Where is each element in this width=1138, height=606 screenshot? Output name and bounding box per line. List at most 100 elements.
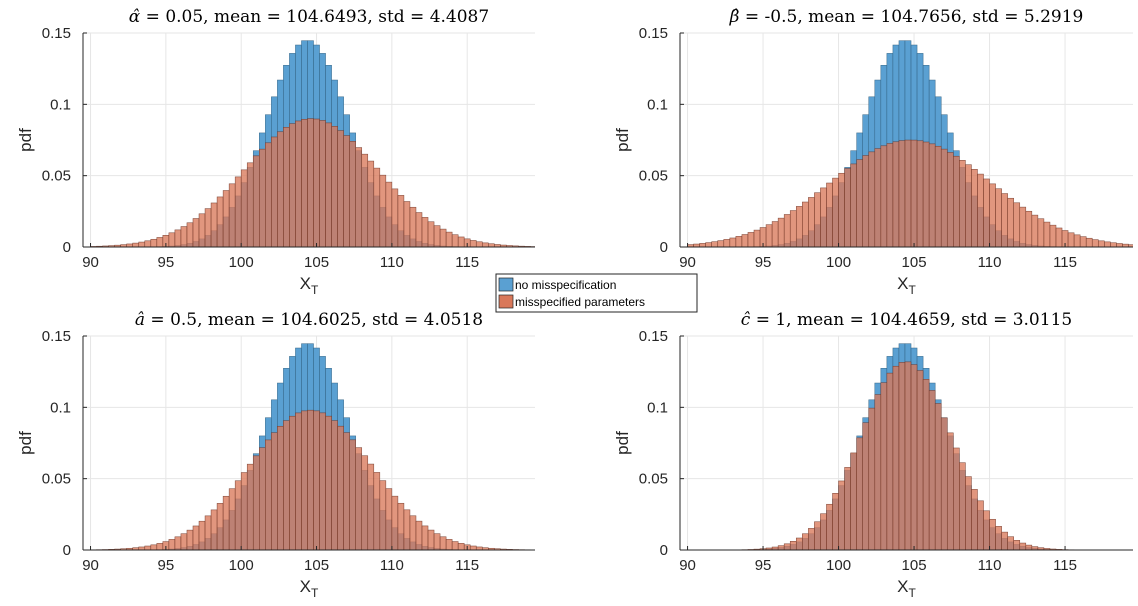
x-axis-label-subscript: T bbox=[909, 283, 917, 297]
hist-bar bbox=[1049, 224, 1057, 247]
hist-bar bbox=[198, 213, 206, 247]
hist-bar bbox=[910, 364, 918, 550]
x-tick-label-100: 100 bbox=[229, 557, 254, 574]
hist-bar bbox=[355, 147, 363, 247]
hist-bar bbox=[916, 370, 924, 550]
hist-bar bbox=[277, 425, 284, 550]
hist-bar bbox=[259, 447, 266, 550]
x-axis-label: XT bbox=[897, 274, 916, 297]
hist-bar bbox=[289, 415, 296, 550]
hist-bar bbox=[343, 135, 350, 247]
x-tick-label-95: 95 bbox=[158, 557, 175, 574]
hist-bar bbox=[832, 177, 839, 247]
x-tick-label-110: 110 bbox=[978, 254, 1002, 271]
hist-bar bbox=[228, 488, 236, 550]
hist-bar bbox=[971, 489, 978, 550]
hist-bar bbox=[180, 533, 188, 550]
hist-bar bbox=[1001, 531, 1008, 550]
hist-bar bbox=[319, 412, 326, 550]
hist-bar bbox=[283, 127, 290, 247]
x-tick-label-105: 105 bbox=[902, 557, 927, 574]
hist-bar bbox=[868, 407, 876, 550]
hist-bar bbox=[246, 162, 254, 247]
hist-bar bbox=[808, 528, 815, 550]
x-tick-label-90: 90 bbox=[82, 557, 99, 574]
hist-bar bbox=[850, 452, 857, 550]
hist-bar bbox=[868, 151, 876, 247]
hist-bar bbox=[1007, 536, 1014, 550]
hist-bar bbox=[928, 143, 936, 247]
x-tick-label-95: 95 bbox=[755, 254, 772, 271]
y-tick-label-0-15: 0.15 bbox=[42, 328, 71, 345]
hist-bar bbox=[234, 176, 242, 247]
y-axis-label: pdf bbox=[16, 128, 35, 152]
histogram-bars bbox=[90, 343, 531, 550]
hist-bar bbox=[934, 145, 942, 247]
hist-bar bbox=[397, 195, 405, 247]
hist-bar bbox=[1031, 546, 1039, 550]
hist-bar bbox=[838, 480, 845, 550]
hist-bar bbox=[132, 242, 140, 247]
hist-bar bbox=[995, 526, 1002, 550]
hist-bar bbox=[808, 197, 815, 247]
hist-bar bbox=[953, 447, 960, 550]
hist-bar bbox=[1097, 240, 1105, 247]
hist-bar bbox=[844, 168, 851, 247]
hist-bar bbox=[427, 529, 435, 550]
hist-bar bbox=[928, 390, 936, 550]
hist-bar bbox=[271, 136, 278, 247]
hist-bar bbox=[977, 173, 984, 247]
hist-bar bbox=[735, 236, 743, 247]
hist-bar bbox=[820, 513, 827, 550]
hist-bar bbox=[898, 362, 906, 550]
x-tick-label-95: 95 bbox=[755, 557, 772, 574]
hist-bar bbox=[711, 241, 719, 247]
hist-bar bbox=[174, 536, 182, 550]
x-tick-label-105: 105 bbox=[902, 254, 927, 271]
hist-bar bbox=[910, 139, 918, 247]
hist-bar bbox=[246, 463, 254, 550]
y-axis-label: pdf bbox=[613, 431, 632, 455]
hist-bar bbox=[1079, 236, 1087, 247]
hist-bar bbox=[1085, 237, 1093, 247]
hist-bar bbox=[1043, 221, 1051, 247]
hist-bar bbox=[427, 221, 435, 247]
y-tick-label-0-05: 0.05 bbox=[639, 168, 668, 185]
hist-bar bbox=[222, 190, 230, 247]
hist-bar bbox=[421, 217, 429, 247]
histogram-bars bbox=[90, 40, 535, 247]
title-symbol-hat: α̂ bbox=[129, 7, 141, 27]
series-misspecified-parameters bbox=[735, 361, 1075, 550]
hist-bar bbox=[977, 500, 984, 550]
legend: no misspecification misspecified paramet… bbox=[495, 273, 698, 313]
hist-bar bbox=[379, 174, 387, 247]
hist-bar bbox=[204, 208, 212, 247]
subplot-title: â = 0.5, mean = 104.6025, std = 4.0518 bbox=[135, 310, 483, 330]
hist-bar bbox=[1128, 244, 1133, 247]
hist-bar bbox=[880, 145, 888, 247]
hist-bar bbox=[795, 206, 803, 247]
x-tick-label-110: 110 bbox=[978, 557, 1002, 574]
hist-bar bbox=[373, 472, 381, 550]
title-text-rest: = 1, mean = 104.4659, std = 3.0115 bbox=[750, 310, 1072, 330]
title-symbol-hat: β̂ bbox=[729, 7, 740, 27]
hist-bar bbox=[409, 206, 417, 247]
hist-bar bbox=[307, 409, 314, 550]
hist-bar bbox=[138, 241, 146, 247]
x-axis-label: XT bbox=[897, 577, 916, 600]
hist-bar bbox=[959, 160, 966, 247]
hist-bar bbox=[240, 472, 248, 550]
hist-bar bbox=[741, 234, 749, 247]
hist-bar bbox=[802, 533, 809, 550]
hist-bar bbox=[826, 503, 833, 550]
y-tick-label-0-05: 0.05 bbox=[42, 168, 71, 185]
hist-bar bbox=[301, 118, 308, 247]
hist-bar bbox=[204, 515, 212, 550]
hist-bar bbox=[385, 488, 393, 550]
title-symbol-hat: ĉ bbox=[741, 310, 751, 330]
hist-bar bbox=[391, 188, 399, 247]
x-axis-label-main: X bbox=[897, 274, 908, 293]
x-tick-label-95: 95 bbox=[158, 254, 175, 271]
